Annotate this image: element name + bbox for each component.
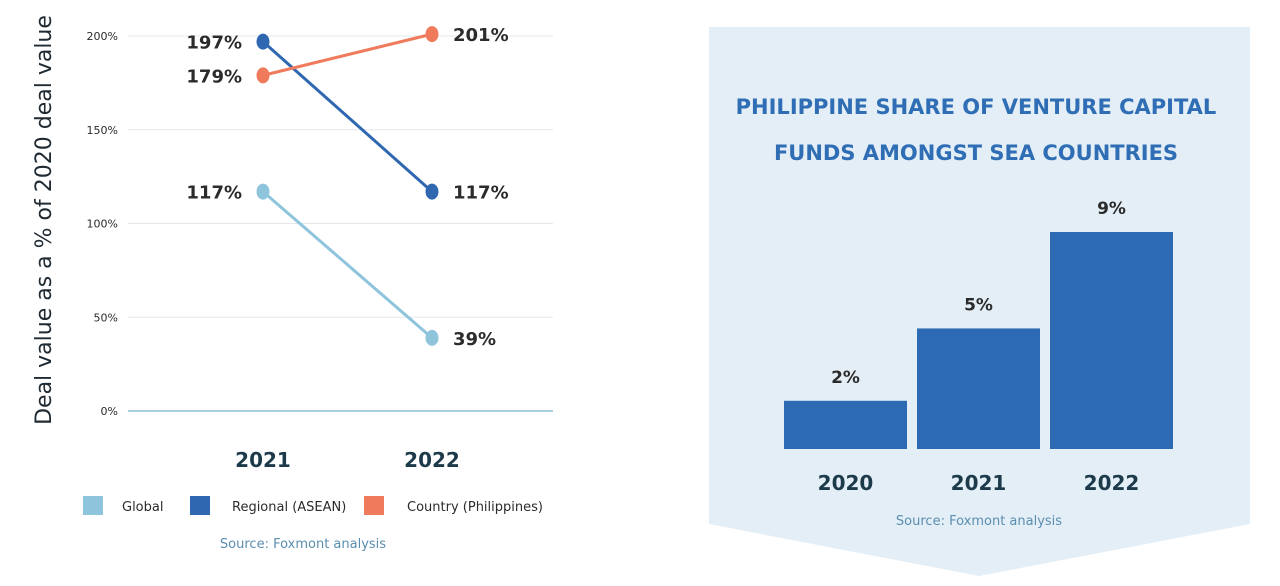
data-point [425,183,439,200]
x-tick-label: 2022 [404,448,460,472]
data-labels: 117% 39% 197% 117% 179% 201% [186,25,508,350]
data-label: 201% [453,25,509,46]
data-point [256,33,270,50]
y-tick-labels: 0% 50% 100% 150% 200% [87,30,118,418]
legend-swatch [83,496,103,515]
y-axis-label: Deal value as a % of 2020 deal value [32,15,57,425]
y-tick-label: 100% [87,218,118,231]
x-tick-label: 2021 [235,448,291,472]
data-point [425,26,439,43]
bar-chart-title-line-2: FUNDS AMONGST SEA COUNTRIES [774,141,1178,165]
bar-category-label: 2020 [818,471,874,495]
panel-background [709,27,1250,576]
data-label: 179% [186,66,242,87]
legend: Global Regional (ASEAN) Country (Philippin… [83,496,543,515]
bar [917,328,1040,449]
bars [784,232,1173,449]
bar-category-label: 2021 [951,471,1007,495]
data-label: 39% [453,329,496,350]
data-label: 197% [186,33,242,54]
legend-swatch [190,496,210,515]
legend-label: Global [122,500,163,515]
bar-value-label: 5% [964,295,993,315]
series-points [256,26,439,346]
bar [784,400,907,449]
y-tick-label: 200% [87,30,118,43]
data-point [256,183,270,200]
bar-value-labels: 2% 5% 9% [831,199,1126,388]
line-chart: Deal value as a % of 2020 deal value 0% 5… [32,15,553,552]
left-source-note: Source: Foxmont analysis [220,537,386,552]
series-line [262,32,433,77]
data-point [425,329,439,346]
y-tick-label: 0% [101,405,118,418]
y-tick-label: 50% [94,311,118,324]
grid-lines [128,35,553,412]
legend-swatch [364,496,384,515]
series-line [262,190,433,340]
legend-label: Regional (ASEAN) [232,500,346,515]
legend-label: Country (Philippines) [407,500,543,515]
bar-value-label: 9% [1097,199,1126,219]
data-label: 117% [453,183,509,204]
bar-category-label: 2022 [1084,471,1140,495]
right-source-note: Source: Foxmont analysis [896,514,1062,529]
data-label: 117% [186,183,242,204]
series-line [262,40,433,193]
bar-value-label: 2% [831,368,860,388]
y-tick-label: 150% [87,124,118,137]
bar [1050,232,1173,449]
series-lines [262,32,433,340]
bar-chart-title-line-1: PHILIPPINE SHARE OF VENTURE CAPITAL [736,95,1217,119]
x-tick-labels: 2021 2022 [235,448,460,472]
bar-category-labels: 2020 2021 2022 [818,471,1140,495]
data-point [256,67,270,84]
